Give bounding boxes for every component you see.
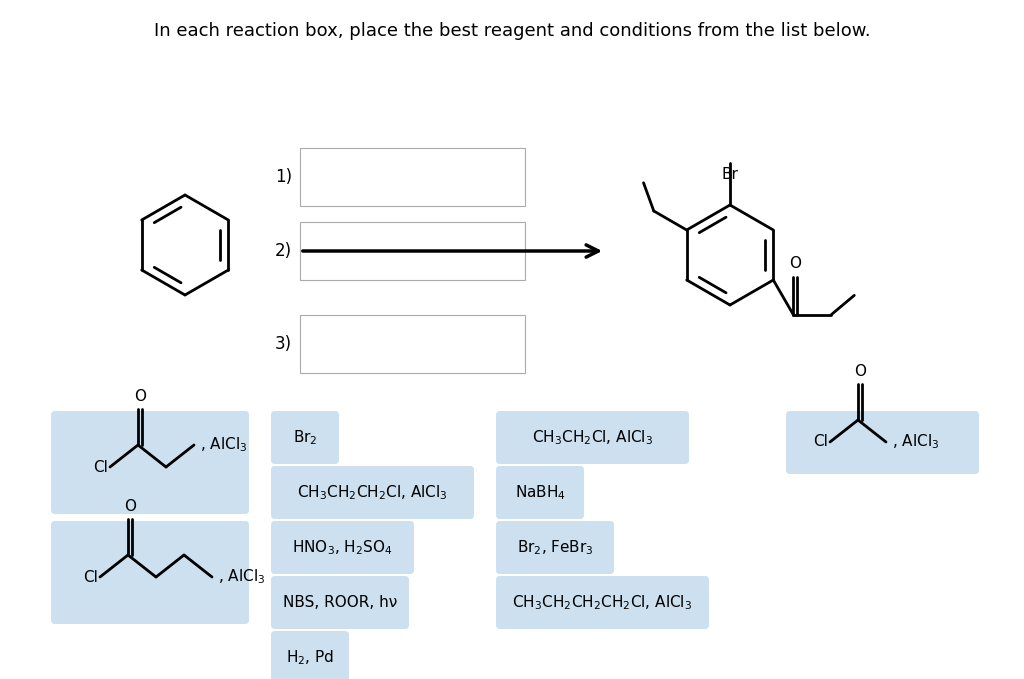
FancyBboxPatch shape bbox=[271, 466, 474, 519]
Text: O: O bbox=[124, 499, 136, 514]
FancyBboxPatch shape bbox=[271, 576, 409, 629]
Text: In each reaction box, place the best reagent and conditions from the list below.: In each reaction box, place the best rea… bbox=[154, 22, 870, 40]
Text: CH$_3$CH$_2$Cl, AlCl$_3$: CH$_3$CH$_2$Cl, AlCl$_3$ bbox=[531, 428, 653, 447]
Text: NBS, ROOR, hν: NBS, ROOR, hν bbox=[283, 595, 397, 610]
Text: O: O bbox=[854, 364, 866, 379]
FancyBboxPatch shape bbox=[300, 222, 525, 280]
FancyBboxPatch shape bbox=[271, 411, 339, 464]
Text: Br: Br bbox=[722, 167, 738, 182]
FancyBboxPatch shape bbox=[51, 411, 249, 514]
FancyBboxPatch shape bbox=[300, 315, 525, 373]
FancyBboxPatch shape bbox=[496, 466, 584, 519]
Text: 3): 3) bbox=[274, 335, 292, 353]
Text: 1): 1) bbox=[274, 168, 292, 186]
Text: Cl: Cl bbox=[93, 460, 108, 475]
Text: CH$_3$CH$_2$CH$_2$CH$_2$Cl, AlCl$_3$: CH$_3$CH$_2$CH$_2$CH$_2$Cl, AlCl$_3$ bbox=[512, 593, 692, 612]
FancyBboxPatch shape bbox=[496, 411, 689, 464]
FancyBboxPatch shape bbox=[496, 576, 709, 629]
FancyBboxPatch shape bbox=[786, 411, 979, 474]
FancyBboxPatch shape bbox=[496, 521, 614, 574]
Text: , AlCl$_3$: , AlCl$_3$ bbox=[218, 568, 265, 587]
FancyBboxPatch shape bbox=[271, 631, 349, 679]
Text: Br$_2$, FeBr$_3$: Br$_2$, FeBr$_3$ bbox=[517, 538, 593, 557]
FancyBboxPatch shape bbox=[300, 148, 525, 206]
Text: O: O bbox=[134, 389, 146, 404]
Text: , AlCl$_3$: , AlCl$_3$ bbox=[892, 433, 939, 452]
Text: NaBH$_4$: NaBH$_4$ bbox=[514, 483, 565, 502]
Text: H$_2$, Pd: H$_2$, Pd bbox=[286, 648, 334, 667]
Text: Cl: Cl bbox=[83, 570, 98, 585]
Text: O: O bbox=[790, 255, 802, 271]
FancyBboxPatch shape bbox=[271, 521, 414, 574]
Text: HNO$_3$, H$_2$SO$_4$: HNO$_3$, H$_2$SO$_4$ bbox=[292, 538, 393, 557]
Text: Br$_2$: Br$_2$ bbox=[293, 428, 317, 447]
Text: 2): 2) bbox=[274, 242, 292, 260]
Text: CH$_3$CH$_2$CH$_2$Cl, AlCl$_3$: CH$_3$CH$_2$CH$_2$Cl, AlCl$_3$ bbox=[297, 483, 447, 502]
Text: Cl: Cl bbox=[813, 435, 828, 449]
FancyBboxPatch shape bbox=[51, 521, 249, 624]
Text: , AlCl$_3$: , AlCl$_3$ bbox=[200, 436, 247, 454]
